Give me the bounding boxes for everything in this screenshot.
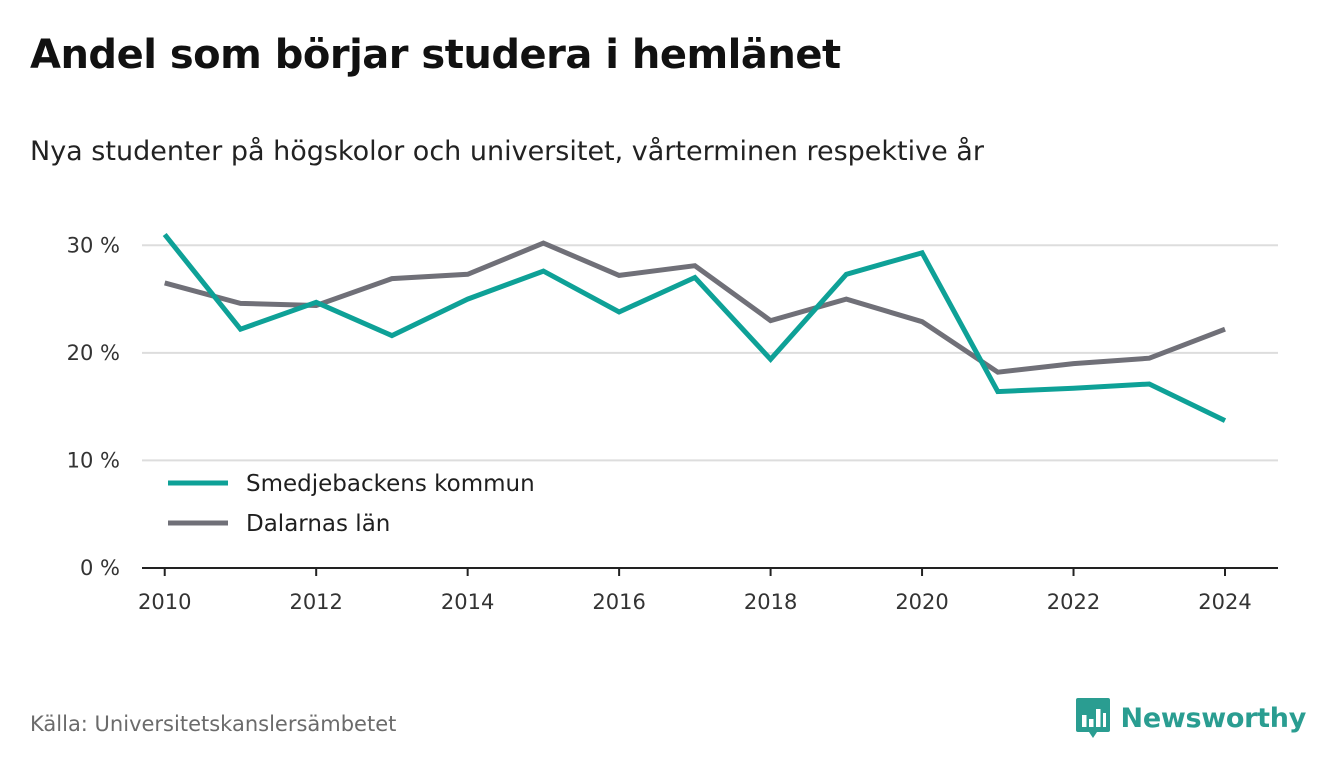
x-tick-label: 2016 — [592, 590, 645, 614]
legend-background — [155, 463, 575, 551]
x-axis-tick-labels: 2010 2012 2014 2016 2018 2020 2022 2024 — [138, 590, 1252, 614]
y-axis-tick-labels: 0 % 10 % 20 % 30 % — [67, 233, 120, 580]
brand-name: Newsworthy — [1120, 702, 1307, 734]
x-axis — [142, 567, 1278, 576]
chart-subtitle: Nya studenter på högskolor och universit… — [30, 136, 984, 167]
grid-lines — [142, 244, 1278, 462]
x-tick-label: 2014 — [441, 590, 494, 614]
newsworthy-logo: Newsworthy — [1075, 697, 1306, 739]
chart-title: Andel som börjar studera i hemlänet — [30, 32, 841, 78]
series-lines — [162, 232, 1227, 423]
series-line-smedjebackens-kommun — [162, 232, 1227, 423]
x-tick-label: 2024 — [1198, 590, 1251, 614]
x-tick-label: 2022 — [1047, 590, 1100, 614]
source-note: Källa: Universitetskanslersämbetet — [30, 712, 397, 736]
legend-label: Dalarnas län — [246, 511, 390, 537]
y-tick-label: 10 % — [67, 448, 120, 472]
x-tick-label: 2020 — [895, 590, 948, 614]
series-line-dalarnas-län — [164, 240, 1226, 375]
y-tick-label: 30 % — [67, 233, 120, 257]
legend-label: Smedjebackens kommun — [246, 471, 535, 497]
newsworthy-bar-chart-icon — [1075, 698, 1110, 738]
y-tick-label: 20 % — [67, 341, 120, 365]
x-tick-label: 2018 — [744, 590, 797, 614]
x-tick-label: 2012 — [289, 590, 342, 614]
x-tick-label: 2010 — [138, 590, 191, 614]
legend: Smedjebackens kommun Dalarnas län — [155, 463, 575, 551]
y-tick-label: 0 % — [80, 556, 120, 580]
